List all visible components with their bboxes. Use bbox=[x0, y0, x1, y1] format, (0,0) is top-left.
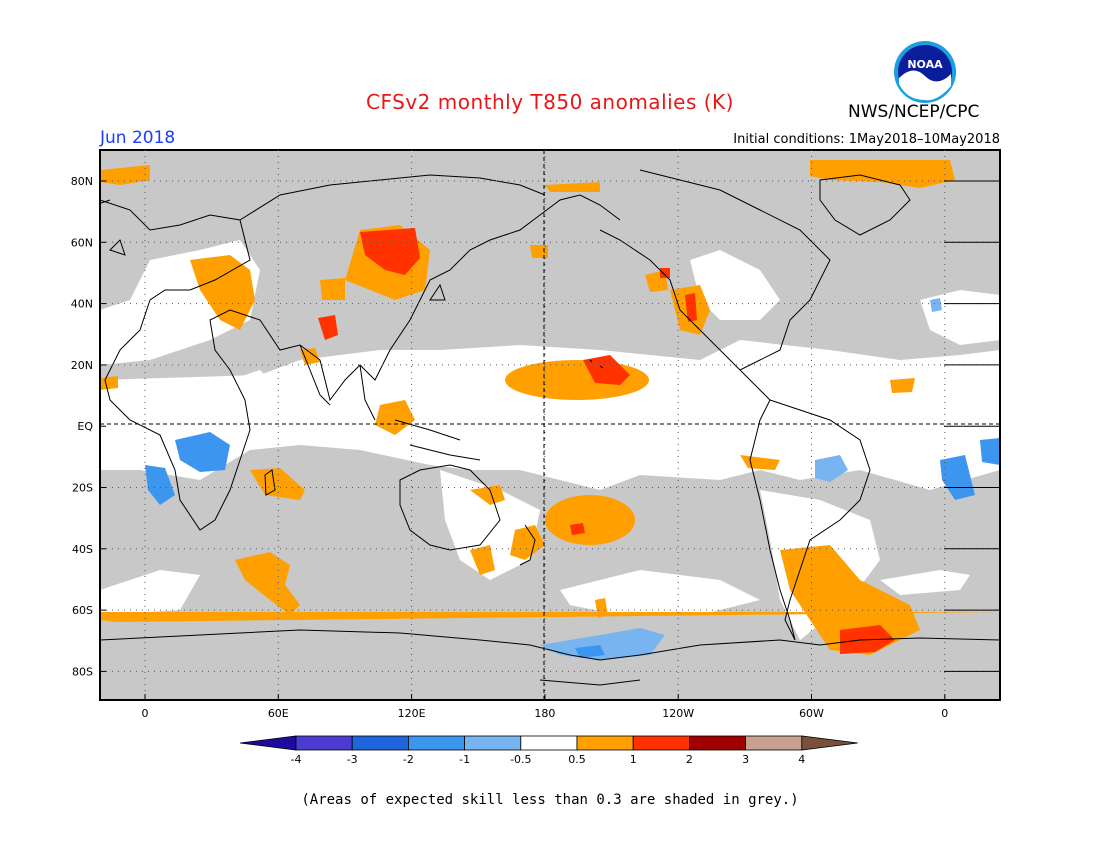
map-frame bbox=[99, 149, 1001, 701]
lat-tick-label: EQ bbox=[77, 420, 93, 433]
lat-tick-label: 80S bbox=[72, 665, 93, 678]
colorbar-arrow-left bbox=[239, 735, 297, 751]
colorbar-swatch bbox=[351, 735, 409, 751]
noaa-logo-icon: NOAA bbox=[894, 41, 956, 103]
positive-anomaly-regions bbox=[100, 160, 1000, 655]
colorbar: -4 -3 -2 -1 -0.5 0.5 1 2 3 4 bbox=[239, 735, 858, 766]
coastlines bbox=[100, 169, 1000, 686]
colorbar-label: 1 bbox=[630, 753, 637, 766]
longitude-ticks: 0 60E 120E 180 120W 60W 0 bbox=[142, 694, 948, 720]
initial-conditions: Initial conditions: 1May2018–10May2018 bbox=[733, 132, 1000, 147]
forecast-period: Jun 2018 bbox=[100, 128, 176, 148]
lat-tick-label: 80N bbox=[71, 175, 93, 188]
lat-tick-label: 20N bbox=[71, 359, 93, 372]
colorbar-swatch bbox=[689, 735, 747, 751]
lon-tick-label: 60E bbox=[268, 707, 289, 720]
latitude-ticks: 80N 60N 40N 20N EQ 20S 40S 60S 80S bbox=[71, 175, 1000, 678]
colorbar-swatch bbox=[407, 735, 465, 751]
colorbar-label: 4 bbox=[798, 753, 805, 766]
colorbar-label: 0.5 bbox=[568, 753, 586, 766]
colorbar-label: -3 bbox=[347, 753, 358, 766]
colorbar-label: -2 bbox=[403, 753, 414, 766]
colorbar-swatch bbox=[295, 735, 353, 751]
lat-tick-label: 20S bbox=[72, 482, 93, 495]
colorbar-label: 2 bbox=[686, 753, 693, 766]
colorbar-swatch bbox=[464, 735, 522, 751]
colorbar-swatch bbox=[576, 735, 634, 751]
logo-text: NOAA bbox=[907, 58, 943, 71]
footnote: (Areas of expected skill less than 0.3 a… bbox=[301, 792, 799, 808]
lon-tick-label: 120E bbox=[398, 707, 426, 720]
lon-tick-label: 180 bbox=[534, 707, 555, 720]
colorbar-swatch bbox=[745, 735, 803, 751]
lon-tick-label: 0 bbox=[142, 707, 149, 720]
colorbar-arrow-right bbox=[801, 735, 858, 751]
map-canvas bbox=[100, 150, 1000, 700]
map-title: CFSv2 monthly T850 anomalies (K) bbox=[366, 90, 734, 114]
lat-tick-label: 60N bbox=[71, 236, 93, 249]
colorbar-label: -0.5 bbox=[510, 753, 531, 766]
lon-tick-label: 0 bbox=[941, 707, 948, 720]
lat-tick-label: 60S bbox=[72, 604, 93, 617]
colorbar-swatch bbox=[520, 735, 578, 751]
lon-tick-label: 60W bbox=[799, 707, 824, 720]
colorbar-swatch bbox=[632, 735, 690, 751]
colorbar-label: -4 bbox=[291, 753, 302, 766]
lat-tick-label: 40S bbox=[72, 543, 93, 556]
agency-label: NWS/NCEP/CPC bbox=[848, 102, 980, 122]
gridlines bbox=[100, 150, 1000, 700]
moderate-negative-anomaly-regions bbox=[145, 432, 1000, 658]
lat-tick-label: 40N bbox=[71, 298, 93, 311]
negative-anomaly-regions bbox=[540, 298, 942, 660]
colorbar-label: -1 bbox=[459, 753, 470, 766]
colorbar-label: 3 bbox=[742, 753, 749, 766]
lon-tick-label: 120W bbox=[662, 707, 694, 720]
